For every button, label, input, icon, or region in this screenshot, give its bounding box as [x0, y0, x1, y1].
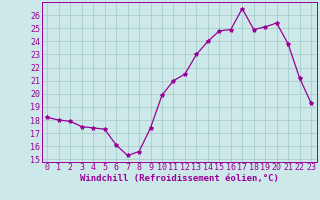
X-axis label: Windchill (Refroidissement éolien,°C): Windchill (Refroidissement éolien,°C) [80, 174, 279, 183]
